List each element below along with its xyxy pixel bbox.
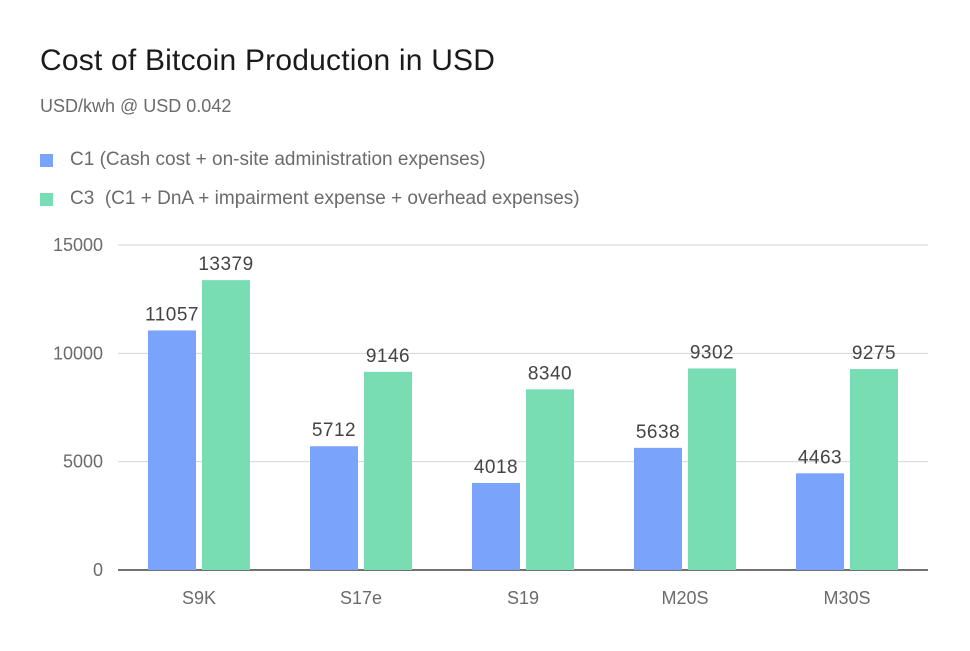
bar-c3 bbox=[526, 389, 574, 570]
data-label: 5712 bbox=[312, 420, 356, 441]
legend-label-c1: C1 (Cash cost + on-site administration e… bbox=[70, 149, 486, 170]
data-label: 5638 bbox=[636, 422, 680, 443]
bar-c3 bbox=[850, 369, 898, 570]
legend-swatch-c3 bbox=[40, 192, 53, 206]
bar-c1 bbox=[310, 446, 358, 570]
legend-item-c1: C1 (Cash cost + on-site administration e… bbox=[40, 149, 486, 171]
x-tick-label: S9K bbox=[182, 588, 216, 608]
data-label: 13379 bbox=[198, 254, 253, 275]
bar-c1 bbox=[148, 330, 196, 570]
bar-c3 bbox=[364, 371, 412, 570]
x-tick-label: M20S bbox=[661, 588, 708, 608]
data-label: 9302 bbox=[690, 342, 734, 363]
data-label: 4463 bbox=[798, 447, 842, 468]
bar-c3 bbox=[688, 368, 736, 570]
bar-c3 bbox=[202, 280, 250, 570]
data-label: 11057 bbox=[145, 304, 199, 325]
bar-c1 bbox=[796, 473, 844, 570]
legend-label-c3: C3 (C1 + DnA + impairment expense + over… bbox=[70, 188, 580, 209]
x-tick-label: S19 bbox=[507, 588, 539, 608]
y-tick-label: 15000 bbox=[53, 235, 103, 255]
data-label: 9146 bbox=[366, 346, 410, 367]
legend-item-c3: C3 (C1 + DnA + impairment expense + over… bbox=[40, 188, 580, 210]
chart-title: Cost of Bitcoin Production in USD bbox=[40, 44, 496, 77]
bar-c1 bbox=[634, 447, 682, 570]
legend-swatch-c1 bbox=[40, 153, 53, 167]
y-tick-label: 10000 bbox=[53, 343, 103, 363]
x-tick-label: S17e bbox=[340, 588, 382, 608]
chart-subtitle: USD/kwh @ USD 0.042 bbox=[40, 96, 232, 116]
data-label: 4018 bbox=[474, 457, 518, 478]
y-tick-label: 0 bbox=[93, 560, 103, 580]
data-label: 8340 bbox=[528, 363, 572, 384]
y-tick-label: 5000 bbox=[63, 452, 103, 472]
bar-c1 bbox=[472, 482, 520, 570]
data-label: 9275 bbox=[852, 343, 896, 364]
x-tick-label: M30S bbox=[823, 588, 870, 608]
